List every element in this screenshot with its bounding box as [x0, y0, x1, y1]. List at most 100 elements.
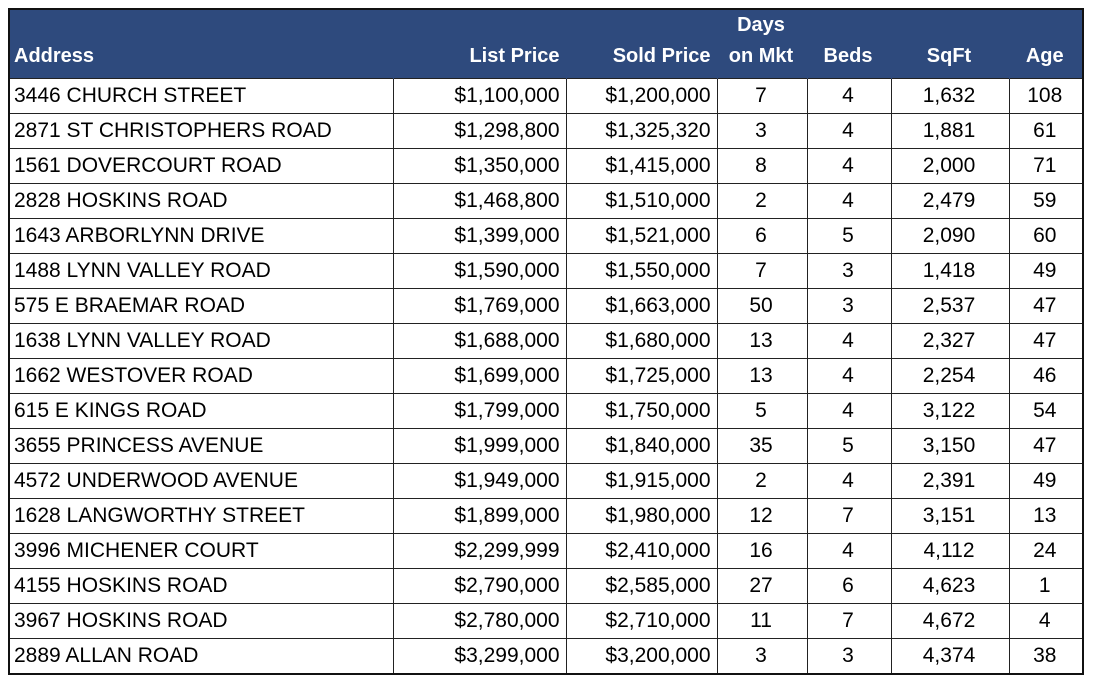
- cell: 3655 PRINCESS AVENUE: [8, 428, 394, 464]
- cell: 2,327: [890, 323, 1010, 359]
- cell: 2: [716, 463, 808, 499]
- cell: 8: [716, 148, 808, 184]
- cell: 3446 CHURCH STREET: [8, 78, 394, 114]
- cell: 1628 LANGWORTHY STREET: [8, 498, 394, 534]
- cell: 4: [806, 463, 892, 499]
- cell: 3,150: [890, 428, 1010, 464]
- cell: $1,350,000: [392, 148, 567, 184]
- cell: $1,521,000: [565, 218, 718, 254]
- table-row: 3655 PRINCESS AVENUE $1,999,000 $1,840,000…: [8, 428, 1084, 464]
- cell: 1643 ARBORLYNN DRIVE: [8, 218, 394, 254]
- table-row: 2871 ST CHRISTOPHERS ROAD $1,298,800 $1,32…: [8, 113, 1084, 149]
- cell: 2,254: [890, 358, 1010, 394]
- cell: 4: [806, 183, 892, 219]
- sheet: Address List Price Sold Price Days on Mkt Bed…: [8, 8, 1084, 675]
- cell: 4: [806, 113, 892, 149]
- cell: 47: [1008, 288, 1084, 324]
- cell: 4: [806, 148, 892, 184]
- cell: 2871 ST CHRISTOPHERS ROAD: [8, 113, 394, 149]
- cell: $1,680,000: [565, 323, 718, 359]
- cell: $2,585,000: [565, 568, 718, 604]
- cell: $1,699,000: [392, 358, 567, 394]
- cell: $1,510,000: [565, 183, 718, 219]
- cell: 2,391: [890, 463, 1010, 499]
- cell: $2,710,000: [565, 603, 718, 639]
- cell: $1,750,000: [565, 393, 718, 429]
- cell: 1662 WESTOVER ROAD: [8, 358, 394, 394]
- cell: 4,623: [890, 568, 1010, 604]
- cell: $2,410,000: [565, 533, 718, 569]
- cell: 4: [806, 78, 892, 114]
- cell: 3,122: [890, 393, 1010, 429]
- cell: 3: [806, 253, 892, 289]
- cell: 3: [806, 288, 892, 324]
- cell: 61: [1008, 113, 1084, 149]
- cell: 3967 HOSKINS ROAD: [8, 603, 394, 639]
- table-row: 1628 LANGWORTHY STREET $1,899,000 $1,980,0…: [8, 498, 1084, 534]
- cell: 24: [1008, 533, 1084, 569]
- cell: 11: [716, 603, 808, 639]
- cell: 47: [1008, 428, 1084, 464]
- table-row: 1561 DOVERCOURT ROAD $1,350,000 $1,415,000…: [8, 148, 1084, 184]
- cell: 1,418: [890, 253, 1010, 289]
- cell: 60: [1008, 218, 1084, 254]
- header-cell: Sold Price: [565, 9, 717, 79]
- cell: 3: [806, 638, 892, 675]
- cell: 38: [1008, 638, 1084, 675]
- cell: 7: [716, 78, 808, 114]
- cell: 4: [806, 358, 892, 394]
- cell: $1,468,800: [392, 183, 567, 219]
- table-row: 1643 ARBORLYNN DRIVE $1,399,000 $1,521,000…: [8, 218, 1084, 254]
- cell: 4,672: [890, 603, 1010, 639]
- cell: 12: [716, 498, 808, 534]
- cell: 3: [716, 113, 808, 149]
- cell: 7: [806, 498, 892, 534]
- cell: $1,769,000: [392, 288, 567, 324]
- cell: 5: [716, 393, 808, 429]
- cell: 27: [716, 568, 808, 604]
- cell: 2828 HOSKINS ROAD: [8, 183, 394, 219]
- table-row: 615 E KINGS ROAD $1,799,000 $1,750,000 5 4 3,…: [8, 393, 1084, 429]
- cell: $3,200,000: [565, 638, 718, 675]
- cell: $1,915,000: [565, 463, 718, 499]
- table-row: 3996 MICHENER COURT $2,299,999 $2,410,000 1…: [8, 533, 1084, 569]
- cell: 108: [1008, 78, 1084, 114]
- cell: 1561 DOVERCOURT ROAD: [8, 148, 394, 184]
- cell: 1,881: [890, 113, 1010, 149]
- cell: 46: [1008, 358, 1084, 394]
- table-row: 575 E BRAEMAR ROAD $1,769,000 $1,663,000 50…: [8, 288, 1084, 324]
- table-row: 2889 ALLAN ROAD $3,299,000 $3,200,000 3 3 4,3…: [8, 638, 1084, 675]
- cell: 2,000: [890, 148, 1010, 184]
- cell: 1: [1008, 568, 1084, 604]
- table-row: 1662 WESTOVER ROAD $1,699,000 $1,725,000 13…: [8, 358, 1084, 394]
- cell: 4,374: [890, 638, 1010, 675]
- cell: 49: [1008, 253, 1084, 289]
- cell: 3996 MICHENER COURT: [8, 533, 394, 569]
- table-row: 4572 UNDERWOOD AVENUE $1,949,000 $1,915,00…: [8, 463, 1084, 499]
- cell: 4: [1008, 603, 1084, 639]
- cell: 71: [1008, 148, 1084, 184]
- cell: 1638 LYNN VALLEY ROAD: [8, 323, 394, 359]
- cell: $1,100,000: [392, 78, 567, 114]
- table-row: 1638 LYNN VALLEY ROAD $1,688,000 $1,680,00…: [8, 323, 1084, 359]
- cell: 16: [716, 533, 808, 569]
- cell: 3: [716, 638, 808, 675]
- cell: 575 E BRAEMAR ROAD: [8, 288, 394, 324]
- cell: 4,112: [890, 533, 1010, 569]
- cell: $1,980,000: [565, 498, 718, 534]
- cell: 13: [716, 358, 808, 394]
- listings-table: Address List Price Sold Price Days on Mkt Bed…: [8, 8, 1084, 675]
- cell: 1488 LYNN VALLEY ROAD: [8, 253, 394, 289]
- cell: $1,200,000: [565, 78, 718, 114]
- header-cell: Age: [1008, 9, 1083, 79]
- cell: $1,415,000: [565, 148, 718, 184]
- cell: 1,632: [890, 78, 1010, 114]
- cell: 47: [1008, 323, 1084, 359]
- table-row: 3967 HOSKINS ROAD $2,780,000 $2,710,000 11 7…: [8, 603, 1084, 639]
- table-row: 3446 CHURCH STREET $1,100,000 $1,200,000 7 4…: [8, 78, 1084, 114]
- cell: 54: [1008, 393, 1084, 429]
- cell: 7: [716, 253, 808, 289]
- cell: $1,899,000: [392, 498, 567, 534]
- cell: 4155 HOSKINS ROAD: [8, 568, 394, 604]
